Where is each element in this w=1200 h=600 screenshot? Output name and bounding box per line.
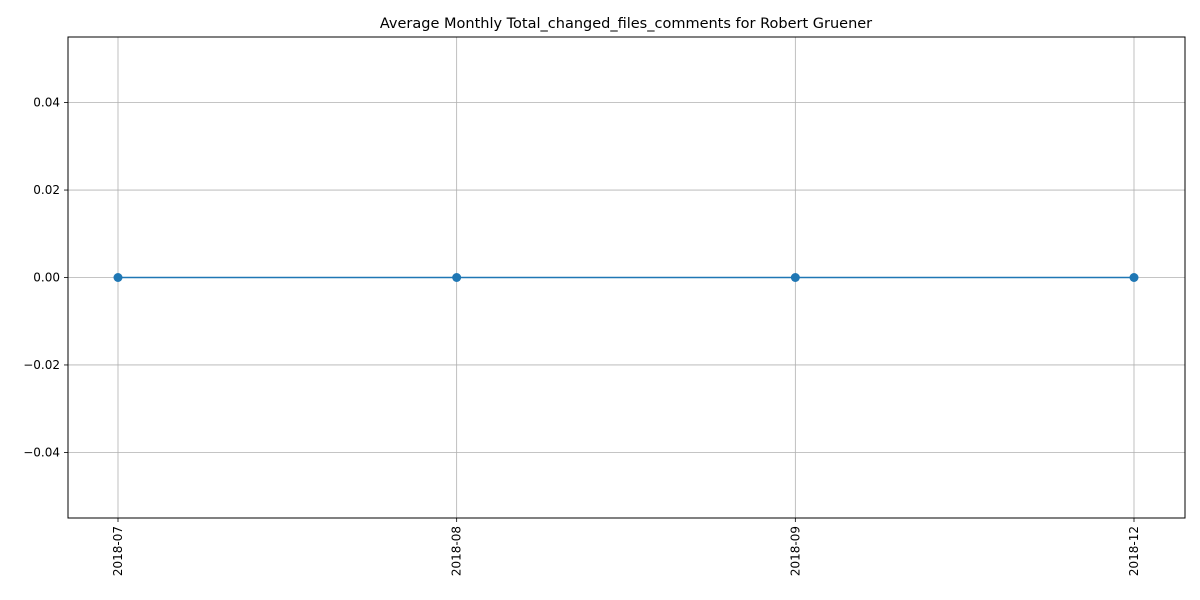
x-tick-label: 2018-12 (1127, 526, 1141, 576)
data-point (113, 273, 123, 282)
x-tick-label: 2018-07 (111, 526, 125, 576)
y-axis: −0.04 −0.02 0.00 0.02 0.04 (23, 96, 68, 459)
y-tick-label: −0.04 (23, 445, 60, 459)
chart-title: Average Monthly Total_changed_files_comm… (380, 16, 872, 32)
data-point (1129, 273, 1139, 282)
y-tick-label: −0.02 (23, 358, 60, 372)
y-tick-label: 0.04 (33, 96, 60, 110)
y-tick-label: 0.02 (33, 183, 60, 197)
data-point (790, 273, 800, 282)
x-tick-label: 2018-09 (788, 526, 802, 576)
x-tick-label: 2018-08 (450, 526, 464, 576)
x-axis: 2018-07 2018-08 2018-09 2018-12 (111, 518, 1141, 576)
y-tick-label: 0.00 (33, 271, 60, 285)
series-layer (113, 273, 1139, 282)
data-point (452, 273, 462, 282)
